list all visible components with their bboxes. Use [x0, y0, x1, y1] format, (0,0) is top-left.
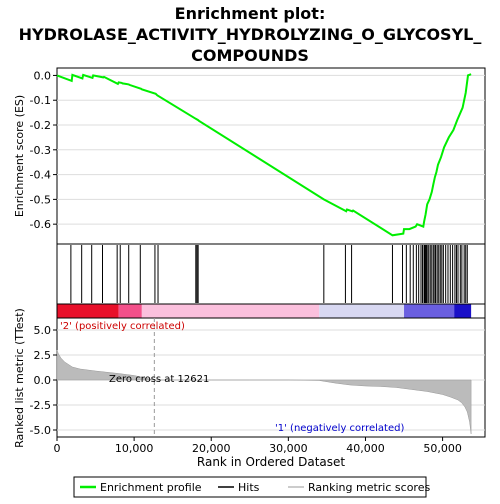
metric-ytick-label: 5.0	[34, 324, 52, 337]
title-line-2: HYDROLASE_ACTIVITY_HYDROLYZING_O_GLYCOSY…	[19, 25, 482, 44]
legend-label: Hits	[238, 481, 260, 494]
title-line-1: Enrichment plot:	[175, 4, 326, 23]
es-ytick-label: -0.3	[30, 144, 51, 157]
es-ytick-label: -0.5	[30, 193, 51, 206]
zero-cross-label: Zero cross at 12621	[109, 374, 209, 385]
ranking-metric-area	[56, 349, 472, 435]
legend-label: Ranking metric scores	[308, 481, 430, 494]
x-tick-label: 20,000	[192, 442, 231, 455]
x-tick-label: 10,000	[115, 442, 154, 455]
es-ytick-label: -0.1	[30, 94, 51, 107]
metric-ytick-label: -2.5	[30, 399, 51, 412]
enrichment-profile-line	[56, 73, 472, 237]
title-line-3: COMPOUNDS	[191, 46, 309, 65]
x-tick-label: 30,000	[269, 442, 308, 455]
es-ytick-label: -0.2	[30, 119, 51, 132]
x-axis-label: Rank in Ordered Dataset	[197, 455, 345, 469]
heatmap-segment	[319, 304, 405, 318]
heatmap-segment	[118, 304, 142, 318]
heatmap-segment	[454, 304, 472, 318]
pos-correlated-label: '2' (positively correlated)	[60, 321, 185, 332]
legend-label: Enrichment profile	[100, 481, 202, 494]
x-tick-label: 0	[54, 442, 61, 455]
legend-box	[73, 476, 427, 498]
x-tick-label: 40,000	[346, 442, 385, 455]
es-ytick-label: -0.6	[30, 218, 51, 231]
es-plot-area	[56, 67, 486, 245]
metric-ytick-label: 2.5	[34, 349, 52, 362]
es-ytick-label: -0.4	[30, 169, 51, 182]
heatmap-segment	[404, 304, 455, 318]
es-ylabel: Enrichment score (ES)	[13, 95, 26, 217]
heatmap-segment	[141, 304, 320, 318]
x-tick-label: 50,000	[423, 442, 462, 455]
es-ytick-label: 0.0	[34, 69, 52, 82]
metric-ytick-label: -5.0	[30, 424, 51, 437]
heatmap-segment	[57, 304, 119, 318]
neg-correlated-label: '1' (negatively correlated)	[275, 423, 404, 434]
metric-ytick-label: 0.0	[34, 374, 52, 387]
metric-ylabel: Ranked list metric (TTest)	[13, 308, 26, 448]
